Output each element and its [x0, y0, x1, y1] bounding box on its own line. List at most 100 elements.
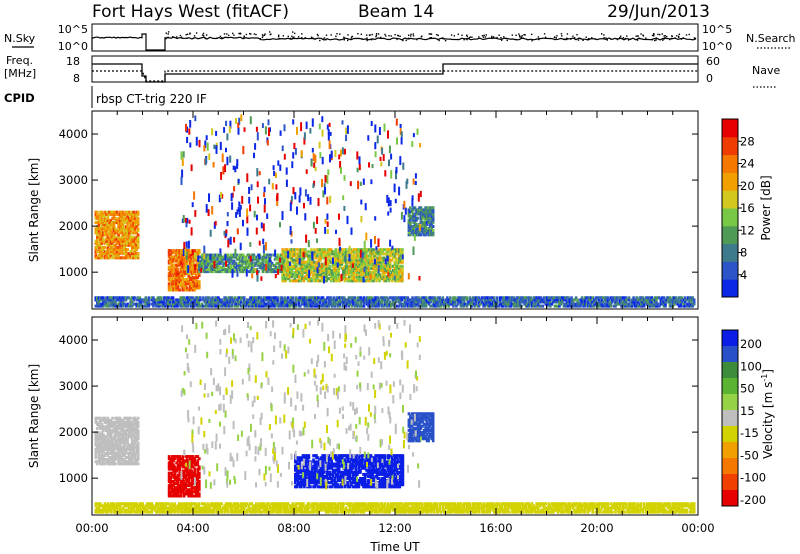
- echo-cell: [124, 219, 128, 222]
- echo-cell: [230, 304, 234, 308]
- echo-cell: [369, 279, 372, 283]
- echo-cell: [449, 302, 452, 306]
- echo-cell: [544, 302, 548, 306]
- echo-cell: [416, 227, 420, 230]
- echo-cell: [292, 187, 295, 195]
- echo-cell: [597, 302, 601, 306]
- echo-cell: [338, 296, 341, 300]
- echo-cell: [408, 300, 411, 304]
- echo-cell: [136, 235, 140, 239]
- echo-cell: [202, 296, 205, 300]
- echo-cell: [132, 229, 135, 233]
- noise-dot: [238, 32, 240, 35]
- echo-cell: [236, 300, 240, 304]
- noise-dot: [496, 36, 498, 39]
- echo-cell: [441, 300, 445, 304]
- echo-cell: [295, 248, 298, 252]
- echo-cell: [594, 300, 598, 304]
- echo-cell: [295, 258, 298, 262]
- echo-cell: [365, 302, 369, 306]
- echo-cell: [103, 250, 107, 254]
- echo-cell: [401, 258, 404, 262]
- echo-cell: [656, 302, 660, 306]
- echo-cell: [439, 300, 443, 304]
- echo-cell: [271, 300, 275, 304]
- echo-cell: [300, 296, 304, 300]
- echo-cell: [379, 302, 382, 306]
- echo-cell: [680, 296, 684, 300]
- echo-cell: [287, 262, 290, 266]
- echo-cell: [589, 300, 593, 304]
- echo-cell: [424, 220, 427, 224]
- echo-cell: [345, 268, 348, 272]
- noise-dot: [538, 38, 540, 41]
- echo-cell: [179, 284, 183, 288]
- echo-cell: [360, 199, 363, 205]
- echo-cell: [202, 265, 206, 269]
- echo-cell: [299, 273, 303, 277]
- echo-cell: [103, 227, 107, 231]
- echo-cell: [316, 275, 319, 279]
- echo-cell: [318, 123, 321, 130]
- echo-cell: [260, 261, 263, 265]
- echo-cell: [192, 280, 195, 284]
- echo-cell: [237, 257, 240, 261]
- noise-dot: [669, 38, 671, 41]
- echo-cell: [109, 431, 113, 435]
- echo-cell: [300, 300, 304, 304]
- echo-cell: [355, 302, 358, 306]
- echo-cell: [99, 427, 102, 431]
- echo-cell: [376, 252, 380, 256]
- echo-cell: [135, 225, 138, 229]
- echo-cell: [112, 248, 116, 251]
- echo-cell: [102, 298, 105, 302]
- echo-cell: [413, 231, 417, 235]
- echo-cell: [136, 252, 140, 256]
- noise-dot: [531, 33, 533, 36]
- echo-cell: [304, 248, 307, 252]
- echo-cell: [605, 302, 608, 306]
- echo-cell: [233, 186, 236, 192]
- echo-cell: [304, 189, 307, 197]
- echo-cell: [407, 233, 411, 237]
- echo-cell: [335, 254, 339, 258]
- echo-cell: [273, 170, 276, 177]
- echo-cell: [327, 129, 330, 135]
- echo-cell: [335, 256, 339, 260]
- echo-cell: [624, 302, 628, 306]
- echo-cell: [188, 128, 191, 135]
- echo-cell: [248, 196, 251, 204]
- echo-cell: [165, 298, 169, 302]
- echo-cell: [465, 304, 469, 308]
- echo-cell: [126, 304, 129, 308]
- echo-cell: [425, 214, 429, 218]
- echo-cell: [130, 214, 134, 218]
- echo-cell: [345, 262, 348, 266]
- echo-cell: [127, 237, 131, 241]
- echo-cell: [330, 269, 333, 275]
- echo-cell: [100, 241, 104, 245]
- echo-cell: [416, 210, 420, 214]
- echo-cell: [179, 251, 183, 255]
- echo-cell: [179, 257, 183, 261]
- echo-cell: [175, 257, 178, 261]
- echo-cell: [178, 257, 181, 261]
- echo-cell: [214, 270, 218, 274]
- echo-cell: [431, 225, 435, 228]
- echo-cell: [103, 435, 107, 439]
- echo-cell: [486, 302, 490, 306]
- echo-cell: [394, 298, 398, 302]
- echo-cell: [182, 284, 186, 288]
- echo-cell: [178, 278, 181, 282]
- echo-cell: [646, 296, 649, 300]
- echo-cell: [314, 277, 318, 281]
- echo-cell: [302, 251, 305, 258]
- echo-cell: [246, 215, 249, 224]
- echo-cell: [515, 304, 519, 308]
- echo-cell: [509, 296, 513, 300]
- echo-cell: [302, 298, 305, 302]
- echo-cell: [111, 437, 114, 441]
- echo-cell: [211, 270, 215, 274]
- echo-cell: [118, 243, 122, 247]
- echo-cell: [252, 304, 255, 308]
